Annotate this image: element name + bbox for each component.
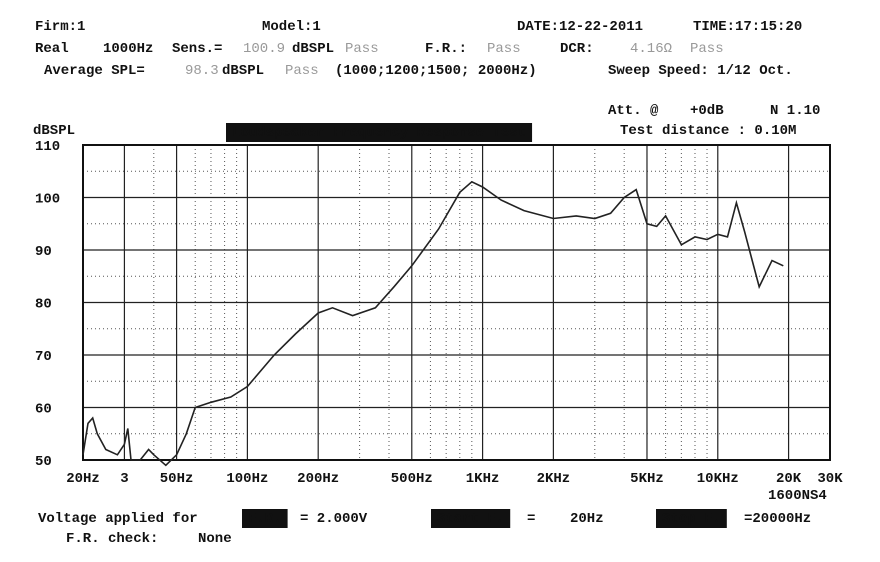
y-axis-label: dBSPL — [33, 123, 75, 139]
y-tick-label: 110 — [35, 139, 60, 155]
annotation: = 2.000V — [300, 511, 368, 527]
x-tick-label: 500Hz — [391, 471, 433, 487]
annotation: Sens.= — [172, 41, 222, 57]
annotation: = — [527, 511, 535, 527]
annotation: =20000Hz — [744, 511, 811, 527]
annotation: dBSPL — [222, 63, 264, 79]
x-tick-label: 5KHz — [630, 471, 664, 487]
annotation: F.R. check: — [66, 531, 158, 547]
annotation: Start F. — [437, 511, 504, 527]
chart-title-box — [226, 123, 533, 142]
annotation: 98.3 — [185, 63, 219, 79]
x-tick-label: 20Hz — [66, 471, 100, 487]
annotation: F.R.: — [425, 41, 467, 57]
x-tick-label: 100Hz — [226, 471, 268, 487]
response-curve — [82, 180, 784, 467]
annotation: (1000;1200;1500; 2000Hz) — [335, 63, 537, 79]
annotation: Test distance : 0.10M — [620, 123, 796, 139]
y-tick-label: 80 — [35, 297, 52, 313]
annotation: 1600NS4 — [768, 488, 827, 504]
x-tick-label: 10KHz — [697, 471, 739, 487]
annotation: TIME:17:15:20 — [693, 19, 802, 35]
x-tick-label: 50Hz — [160, 471, 194, 487]
annotation: F.R. — [248, 511, 282, 527]
annotation: DCR: — [560, 41, 594, 57]
annotation: Pass — [690, 41, 724, 57]
x-tick-label: 200Hz — [297, 471, 339, 487]
x-tick-label: 3 — [120, 471, 128, 487]
annotation: Stop F. — [662, 511, 721, 527]
y-tick-label: 50 — [35, 454, 52, 470]
x-tick-label: 30K — [817, 471, 843, 487]
annotation: Sweep Speed: 1/12 Oct. — [608, 63, 793, 79]
annotation: dBSPL — [292, 41, 334, 57]
annotation-box — [656, 509, 727, 528]
annotation: 1000Hz — [103, 41, 153, 57]
x-tick-label: 20K — [776, 471, 802, 487]
plot-frame — [82, 144, 831, 461]
annotation: Real — [35, 41, 69, 57]
annotation: Firm:1 — [35, 19, 85, 35]
annotation-box — [242, 509, 288, 528]
annotation: 4.16Ω — [630, 41, 672, 57]
annotation: DATE:12-22-2011 — [517, 19, 643, 35]
x-tick-label: 2KHz — [537, 471, 571, 487]
annotation: Pass — [487, 41, 521, 57]
y-tick-label: 100 — [35, 192, 60, 208]
annotation: Att. @ — [608, 103, 659, 119]
annotation: Model:1 — [262, 19, 321, 35]
y-tick-label: 60 — [35, 402, 52, 418]
annotation: Average SPL= — [44, 63, 145, 79]
y-tick-label: 90 — [35, 244, 52, 260]
annotation: None — [198, 531, 232, 547]
chart-title: Loudspeaker Frequency Response Test — [232, 125, 526, 141]
annotation-box — [431, 509, 511, 528]
y-tick-label: 70 — [35, 349, 52, 365]
annotation: +0dB — [690, 103, 724, 119]
annotation: N 1.10 — [770, 103, 820, 119]
annotation: Pass — [285, 63, 319, 79]
annotation: 20Hz — [570, 511, 604, 527]
annotation: Voltage applied for — [38, 511, 198, 527]
x-tick-label: 1KHz — [466, 471, 500, 487]
annotation: Pass — [345, 41, 379, 57]
annotation: 100.9 — [243, 41, 285, 57]
